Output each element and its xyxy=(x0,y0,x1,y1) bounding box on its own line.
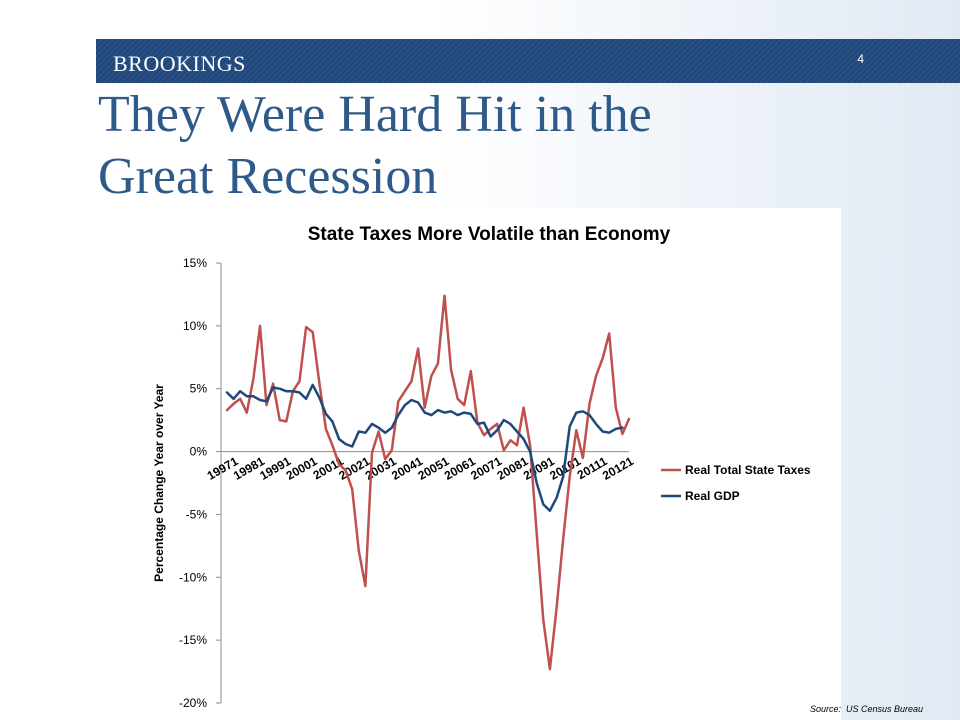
chart-container: State Taxes More Volatile than Economy Pe… xyxy=(137,208,841,720)
series-line-real-total-state-taxes xyxy=(225,294,631,671)
y-tick-label: 10% xyxy=(183,319,207,333)
slide-title-line-1: They Were Hard Hit in the xyxy=(98,86,652,143)
line-chart: State Taxes More Volatile than Economy Pe… xyxy=(152,224,811,710)
y-tick-label: 5% xyxy=(190,382,208,396)
page-number: 4 xyxy=(857,52,864,66)
y-axis-label: Percentage Change Year over Year xyxy=(152,384,166,582)
slide-title: They Were Hard Hit in the Great Recessio… xyxy=(98,84,858,208)
brookings-banner: BROOKINGS 4 xyxy=(96,39,960,83)
series-line-real-gdp xyxy=(225,383,624,512)
y-tick-label: 0% xyxy=(190,445,208,459)
brand-logo-text: BROOKINGS xyxy=(113,51,246,76)
slide-title-line-2: Great Recession xyxy=(98,148,438,205)
y-tick-label: -5% xyxy=(186,507,208,521)
legend-label: Real Total State Taxes xyxy=(685,463,811,477)
chart-title: State Taxes More Volatile than Economy xyxy=(308,224,671,245)
y-tick-label: -20% xyxy=(179,696,207,710)
legend-label: Real GDP xyxy=(685,489,740,503)
x-tick-label: 20121 xyxy=(600,454,636,483)
y-tick-label: -10% xyxy=(179,570,207,584)
y-tick-label: 15% xyxy=(183,256,207,270)
y-tick-label: -15% xyxy=(179,633,207,647)
source-note: Source: US Census Bureau xyxy=(810,704,924,714)
